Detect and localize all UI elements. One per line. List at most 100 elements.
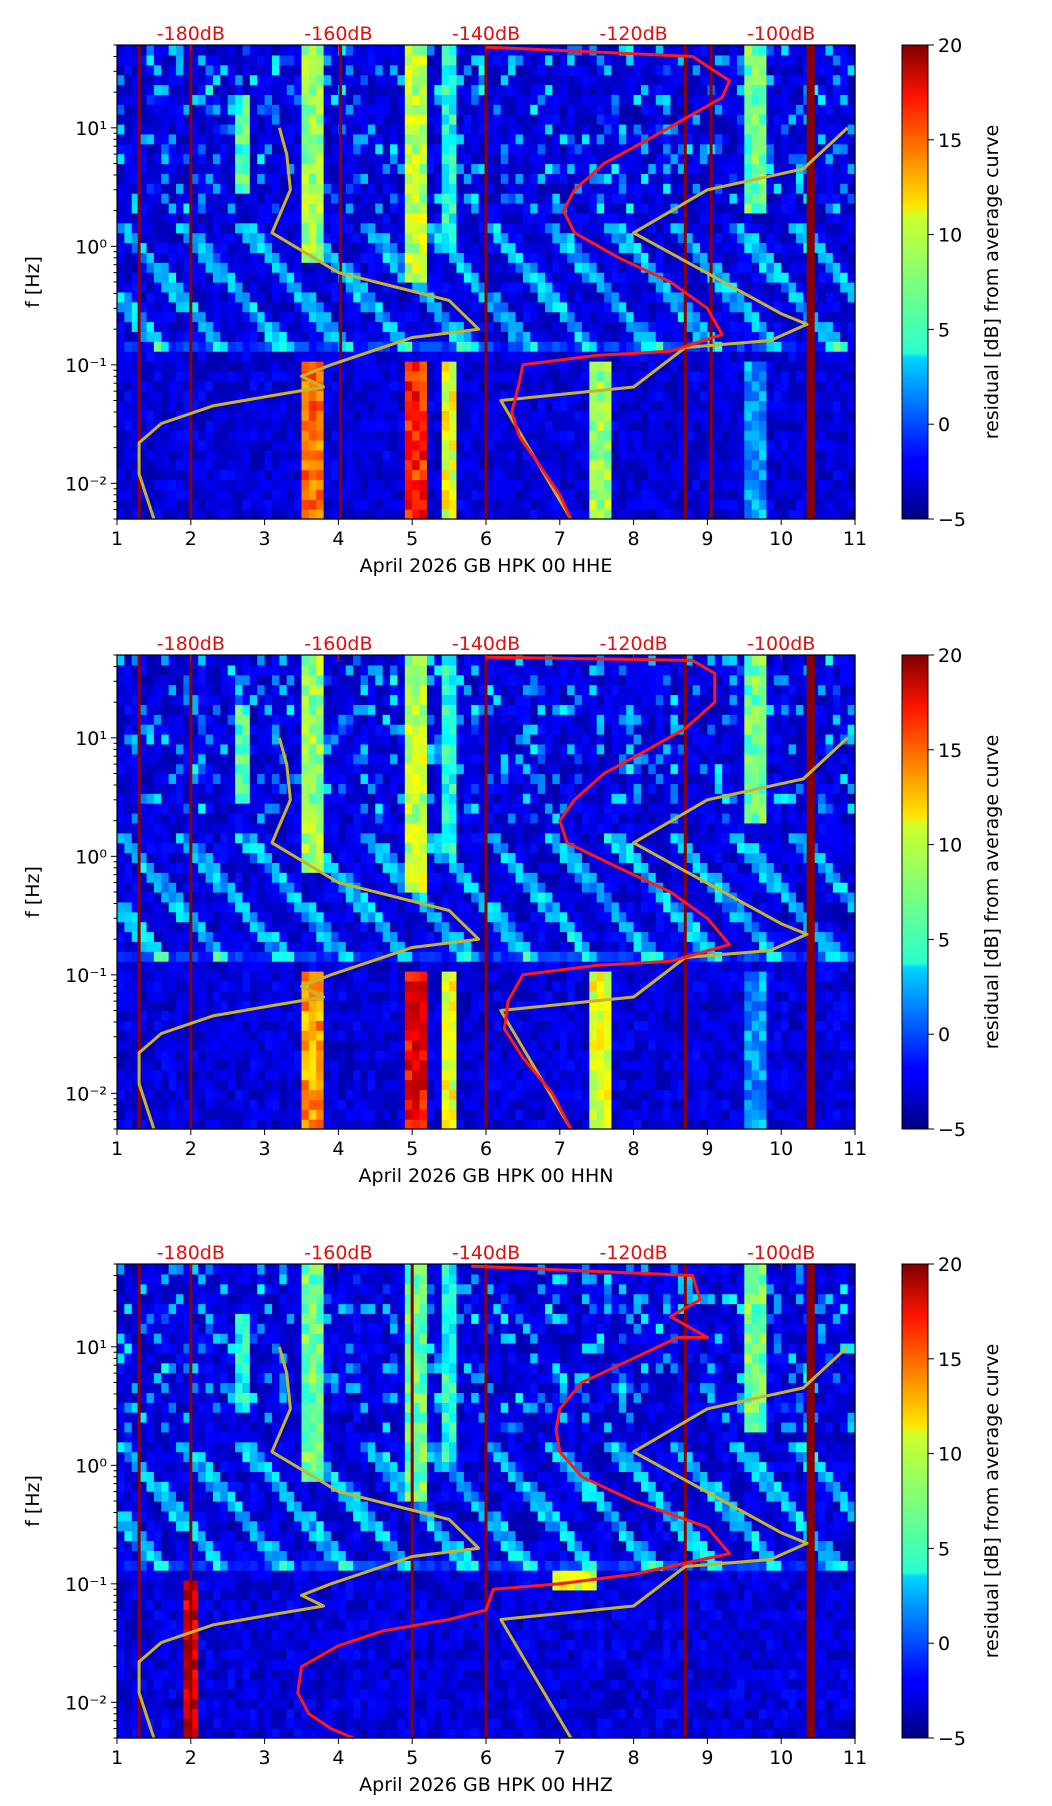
heatmap-cell [346,460,354,470]
heatmap-cell [611,509,619,519]
heatmap-cell [265,499,273,509]
heatmap-cell [456,391,464,401]
heatmap-cell [375,499,383,509]
heatmap-cell [368,233,376,243]
heatmap-cell [604,322,612,332]
heatmap-cell [265,401,273,411]
heatmap-cell [309,351,317,361]
heatmap-cell [833,114,841,124]
heatmap-cell [161,410,169,420]
heatmap-cell [331,509,339,519]
heatmap-cell [604,85,612,95]
heatmap-cell [781,243,789,253]
heatmap-cell [302,45,310,55]
heatmap-cell [530,292,538,302]
heatmap-cell [434,341,442,351]
heatmap-cell [257,55,265,65]
heatmap-cell [346,450,354,460]
heatmap-cell [287,509,295,519]
heatmap-cell [147,45,155,55]
heatmap-cell [361,391,369,401]
heatmap-cell [397,114,405,124]
heatmap-cell [198,499,206,509]
heatmap-cell [671,144,679,154]
heatmap-cell [442,322,450,332]
colorbar-tick-label: 0 [938,414,950,436]
heatmap-cell [552,322,560,332]
heatmap-cell [368,381,376,391]
heatmap-cell [383,480,391,490]
heatmap-cell [316,114,324,124]
heatmap-cell [818,509,826,519]
heatmap-cell [324,45,332,55]
heatmap-cell [611,341,619,351]
heatmap-cell [161,272,169,282]
heatmap-cell [375,173,383,183]
heatmap-cell [124,401,132,411]
heatmap-cell [575,164,583,174]
heatmap-cell [575,55,583,65]
heatmap-cell [840,302,848,312]
heatmap-cell [442,114,450,124]
heatmap-cell [730,104,738,114]
heatmap-cell [117,460,125,470]
heatmap-cell [744,213,752,223]
heatmap-cell [774,489,782,499]
heatmap-cell [501,183,509,193]
heatmap-cell [501,173,509,183]
heatmap-cell [117,331,125,341]
heatmap-cell [464,114,472,124]
heatmap-cell [693,381,701,391]
heatmap-cell [730,440,738,450]
heatmap-cell [597,391,605,401]
heatmap-cell [552,65,560,75]
heatmap-cell [641,243,649,253]
heatmap-cell [220,420,228,430]
heatmap-cell [294,65,302,75]
heatmap-cell [161,223,169,233]
heatmap-cell [656,420,664,430]
heatmap-cell [604,233,612,243]
heatmap-cell [538,233,546,243]
heatmap-cell [552,420,560,430]
heatmap-cell [833,262,841,272]
heatmap-cell [619,420,627,430]
heatmap-cell [589,371,597,381]
heatmap-cell [730,450,738,460]
heatmap-cell [545,322,553,332]
heatmap-cell [796,134,804,144]
heatmap-cell [744,440,752,450]
heatmap-cell [117,675,125,685]
heatmap-cell [405,65,413,75]
heatmap-cell [117,351,125,361]
heatmap-cell [353,154,361,164]
heatmap-cell [840,470,848,480]
heatmap-cell [737,134,745,144]
heatmap-cell [324,233,332,243]
heatmap-cell [117,1050,125,1060]
heatmap-cell [265,440,273,450]
heatmap-cell [604,391,612,401]
heatmap-cell [781,381,789,391]
heatmap-cell [597,104,605,114]
heatmap-cell [361,193,369,203]
heatmap-cell [375,381,383,391]
heatmap-cell [648,75,656,85]
heatmap-cell [147,134,155,144]
heatmap-cell [818,331,826,341]
heatmap-cell [228,341,236,351]
heatmap-cell [582,164,590,174]
heatmap-cell [434,94,442,104]
heatmap-cell [722,401,730,411]
heatmap-cell [124,764,132,774]
heatmap-cell [412,302,420,312]
heatmap-cell [161,164,169,174]
heatmap-cell [781,193,789,203]
heatmap-cell [752,144,760,154]
heatmap-cell [161,233,169,243]
heatmap-cell [242,173,250,183]
heatmap-cell [324,312,332,322]
heatmap-cell [176,183,184,193]
heatmap-cell [752,450,760,460]
heatmap-cell [516,193,524,203]
